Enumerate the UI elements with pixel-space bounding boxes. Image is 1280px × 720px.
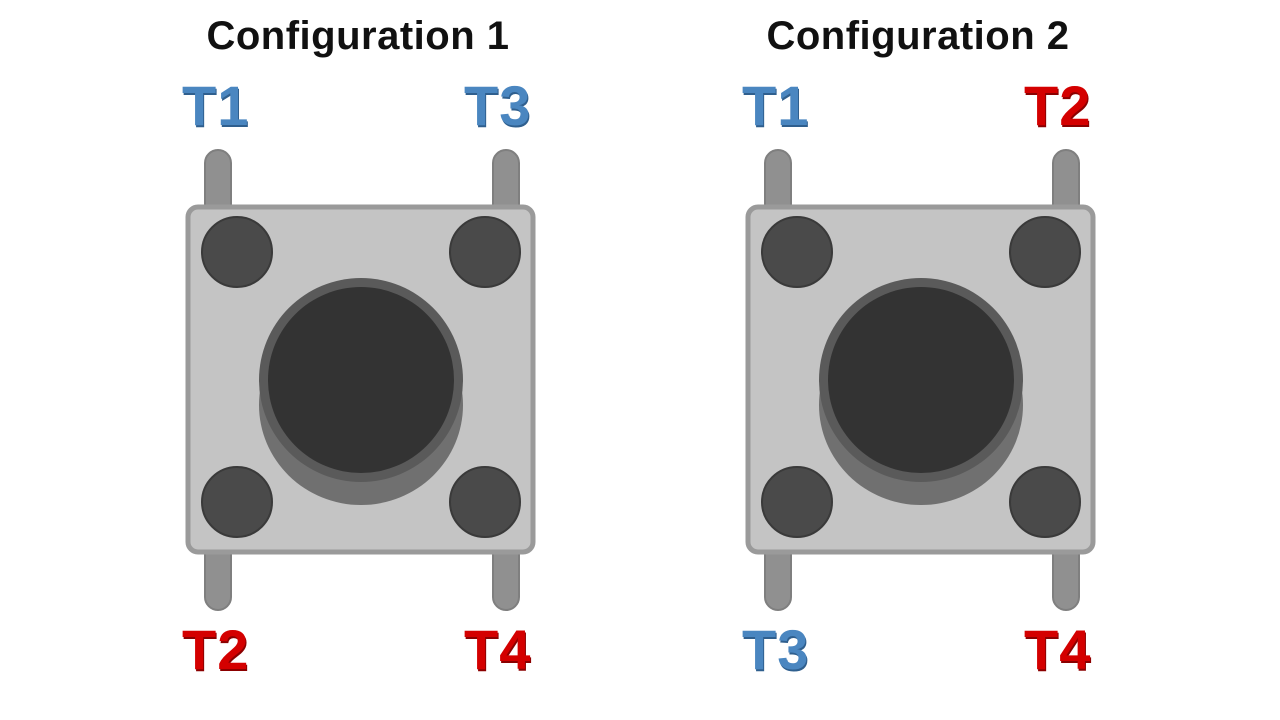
corner-dot-bottom-right	[1009, 466, 1081, 538]
configuration-2-title: Configuration 2	[766, 14, 1070, 58]
config-2-terminal-bottom-left: T3	[742, 618, 810, 681]
configuration-2-panel: Configuration 2 T1 T2 T3 T	[738, 0, 1098, 720]
push-button	[819, 278, 1023, 505]
corner-dot-top-left	[201, 216, 273, 288]
corner-dot-top-left	[761, 216, 833, 288]
config-2-terminal-bottom-right: T4	[1024, 618, 1092, 681]
config-1-terminal-bottom-right: T4	[464, 618, 532, 681]
configuration-1-panel: Configuration 1 T1 T3	[178, 0, 538, 720]
push-button	[259, 278, 463, 505]
tactile-switch-2-icon	[738, 140, 1098, 620]
corner-dot-bottom-left	[761, 466, 833, 538]
config-1-terminal-top-right: T3	[464, 74, 532, 137]
config-2-terminal-top-right: T2	[1024, 74, 1092, 137]
config-2-terminal-top-left: T1	[742, 74, 810, 137]
corner-dot-bottom-left	[201, 466, 273, 538]
tactile-switch-1-icon	[178, 140, 538, 620]
corner-dot-top-right	[449, 216, 521, 288]
corner-dot-bottom-right	[449, 466, 521, 538]
config-1-terminal-top-left: T1	[182, 74, 250, 137]
config-1-terminal-bottom-left: T2	[182, 618, 250, 681]
configuration-1-title: Configuration 1	[206, 14, 510, 58]
corner-dot-top-right	[1009, 216, 1081, 288]
